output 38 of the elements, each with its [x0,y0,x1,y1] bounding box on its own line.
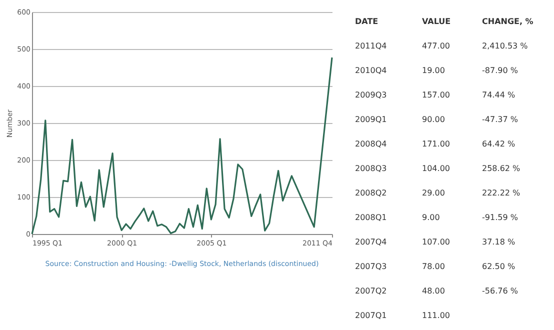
text: 104.00 [422,164,450,173]
text: -87.90 % [482,66,518,75]
text: 477.00 [422,42,450,50]
text: 19.00 [422,66,445,75]
text: 2,410.53 % [482,42,528,50]
text: 157.00 [422,90,450,100]
text: 171.00 [422,140,450,148]
text: 2009Q1 [355,115,387,124]
text: 222.22 % [482,188,521,198]
text: 29.00 [422,188,445,198]
text: DATE [355,17,378,26]
text: 2007Q3 [355,262,387,271]
text: 9.00 [422,213,440,222]
text: CHANGE, % [482,17,534,26]
text: 2009Q3 [355,90,387,100]
text: 62.50 % [482,262,516,271]
text: 78.00 [422,262,445,271]
text: 2007Q1 [355,311,387,320]
text: 37.18 % [482,238,516,246]
text: 2008Q1 [355,213,387,222]
text: 64.42 % [482,140,516,148]
text: 107.00 [422,238,450,246]
text: -47.37 % [482,115,518,124]
text: 48.00 [422,286,445,296]
text: 2008Q3 [355,164,387,173]
text: 2007Q2 [355,286,387,296]
text: -91.59 % [482,213,518,222]
text: 2008Q2 [355,188,387,198]
text: 111.00 [422,311,450,320]
text: 258.62 % [482,164,521,173]
text: VALUE [422,17,451,26]
text: 2010Q4 [355,66,387,75]
text: -56.76 % [482,286,518,296]
text: 74.44 % [482,90,516,100]
text: 2007Q4 [355,238,387,246]
text: 2011Q4 [355,42,387,50]
text: 90.00 [422,115,445,124]
text: 2008Q4 [355,140,387,148]
